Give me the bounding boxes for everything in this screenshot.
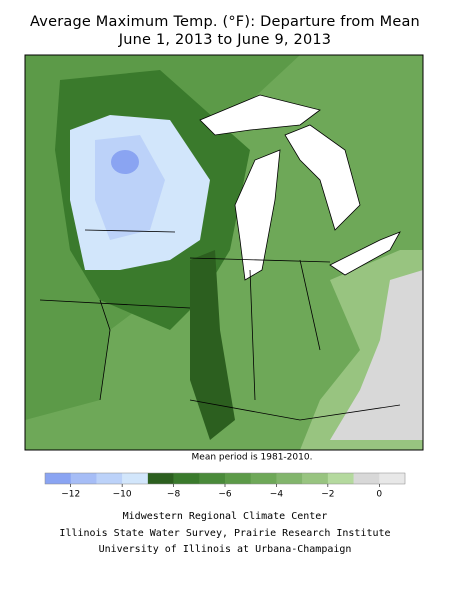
- color-bin: [70, 473, 97, 484]
- zone: [330, 270, 423, 440]
- colorbar: −12 −10 −8 −6 −4 −2 0: [44, 472, 406, 500]
- tick-label: −8: [167, 490, 181, 500]
- tick-label: −4: [270, 490, 284, 500]
- tick-label: −2: [321, 490, 334, 500]
- zone: [190, 250, 235, 440]
- color-bin: [379, 473, 406, 484]
- title-line: June 1, 2013 to June 9, 2013: [118, 32, 331, 48]
- color-bin: [96, 473, 123, 484]
- color-bin: [199, 473, 226, 484]
- tick-label: −12: [61, 490, 80, 500]
- color-bin: [302, 473, 329, 484]
- lake: [234, 149, 281, 281]
- lake: [199, 94, 321, 136]
- color-bin: [327, 473, 354, 484]
- map: [24, 54, 424, 451]
- title-line: Average Maximum Temp. (°F): Departure fr…: [30, 14, 420, 30]
- map-frame: [24, 54, 424, 451]
- color-bin: [45, 473, 72, 484]
- credit: Illinois State Water Survey, Prairie Res…: [59, 528, 390, 539]
- color-bin: [276, 473, 303, 484]
- color-bin: [353, 473, 380, 484]
- zone: [111, 150, 139, 174]
- credit: Midwestern Regional Climate Center: [123, 511, 328, 522]
- credit: University of Illinois at Urbana-Champai…: [99, 544, 352, 555]
- tick-label: −10: [113, 490, 132, 500]
- lake: [284, 124, 361, 231]
- color-bin: [173, 473, 200, 484]
- color-bin: [250, 473, 277, 484]
- tick-label: −6: [218, 490, 232, 500]
- state-border: [39, 229, 401, 421]
- color-bin: [147, 473, 174, 484]
- color-bin: [122, 473, 149, 484]
- lake: [329, 231, 401, 276]
- note: Mean period is 1981-2010.: [192, 453, 313, 463]
- tick-label: 0: [376, 490, 382, 500]
- color-bin: [225, 473, 252, 484]
